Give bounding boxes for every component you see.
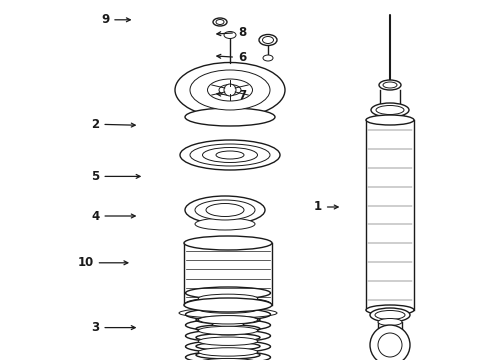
Text: 1: 1 <box>313 201 337 213</box>
Ellipse shape <box>183 298 271 312</box>
Ellipse shape <box>184 108 274 126</box>
Ellipse shape <box>202 148 257 162</box>
Ellipse shape <box>216 151 244 159</box>
Ellipse shape <box>378 80 400 90</box>
Ellipse shape <box>175 63 285 117</box>
Ellipse shape <box>184 196 264 224</box>
Ellipse shape <box>190 144 269 166</box>
Ellipse shape <box>365 115 413 125</box>
Ellipse shape <box>259 35 276 45</box>
Ellipse shape <box>219 85 241 95</box>
Ellipse shape <box>374 310 404 320</box>
Ellipse shape <box>205 203 244 216</box>
Ellipse shape <box>183 236 271 250</box>
Text: 4: 4 <box>91 210 135 222</box>
Text: 10: 10 <box>77 256 127 269</box>
Ellipse shape <box>365 305 413 315</box>
Text: 5: 5 <box>91 170 140 183</box>
Ellipse shape <box>198 326 257 335</box>
Ellipse shape <box>179 308 276 318</box>
Ellipse shape <box>198 305 257 313</box>
Ellipse shape <box>212 348 244 353</box>
Text: 3: 3 <box>91 321 135 334</box>
Text: 9: 9 <box>101 13 130 26</box>
Ellipse shape <box>377 319 401 325</box>
Ellipse shape <box>198 294 257 302</box>
Ellipse shape <box>374 113 404 121</box>
Ellipse shape <box>180 140 280 170</box>
Ellipse shape <box>190 70 269 110</box>
Ellipse shape <box>207 79 252 101</box>
Ellipse shape <box>198 348 257 356</box>
Circle shape <box>224 84 236 96</box>
Text: 6: 6 <box>217 51 245 64</box>
Ellipse shape <box>262 36 273 44</box>
Text: 2: 2 <box>91 118 135 131</box>
Ellipse shape <box>212 322 244 327</box>
Ellipse shape <box>213 18 226 26</box>
Ellipse shape <box>212 340 244 344</box>
Ellipse shape <box>198 337 257 345</box>
Ellipse shape <box>369 308 409 322</box>
Circle shape <box>369 325 409 360</box>
Ellipse shape <box>212 331 244 335</box>
Ellipse shape <box>382 82 396 88</box>
Ellipse shape <box>370 103 408 117</box>
Ellipse shape <box>198 316 257 324</box>
Circle shape <box>377 333 401 357</box>
Ellipse shape <box>375 105 403 114</box>
Text: 7: 7 <box>217 89 245 102</box>
Ellipse shape <box>195 218 254 230</box>
Ellipse shape <box>216 19 224 24</box>
Ellipse shape <box>224 32 236 39</box>
Ellipse shape <box>198 359 257 360</box>
Ellipse shape <box>263 55 272 61</box>
Ellipse shape <box>195 200 254 220</box>
Text: 8: 8 <box>217 26 245 39</box>
